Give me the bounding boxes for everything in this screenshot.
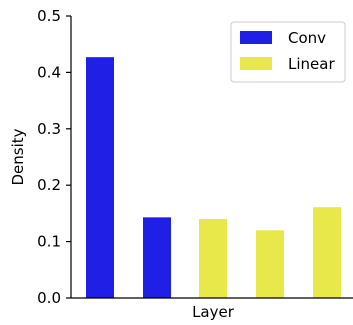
legend-swatch-conv [240, 31, 272, 44]
legend-label-linear: Linear [288, 55, 335, 73]
y-tick-label: 0.0 [37, 289, 61, 307]
bar-linear-0 [199, 219, 227, 298]
bar-conv-0 [86, 57, 114, 299]
y-axis-label: Density [9, 128, 27, 185]
legend: Conv Linear [230, 21, 346, 83]
y-tick-label: 0.4 [37, 63, 61, 81]
legend-swatch-linear [240, 57, 272, 70]
bar-linear-1 [256, 230, 284, 298]
axes-group [70, 16, 353, 299]
y-tick-label: 0.5 [37, 7, 61, 25]
y-tick-label: 0.3 [37, 120, 61, 138]
y-tick-label: 0.1 [37, 233, 61, 251]
y-ticks-group: 0.0 0.1 0.2 0.3 0.4 0.5 [37, 7, 71, 307]
legend-label-conv: Conv [288, 29, 326, 47]
x-axis-label: Layer [192, 303, 235, 321]
bar-linear-2 [313, 207, 341, 298]
y-tick-label: 0.2 [37, 176, 61, 194]
bars-group [86, 57, 341, 299]
bar-conv-1 [143, 217, 171, 298]
